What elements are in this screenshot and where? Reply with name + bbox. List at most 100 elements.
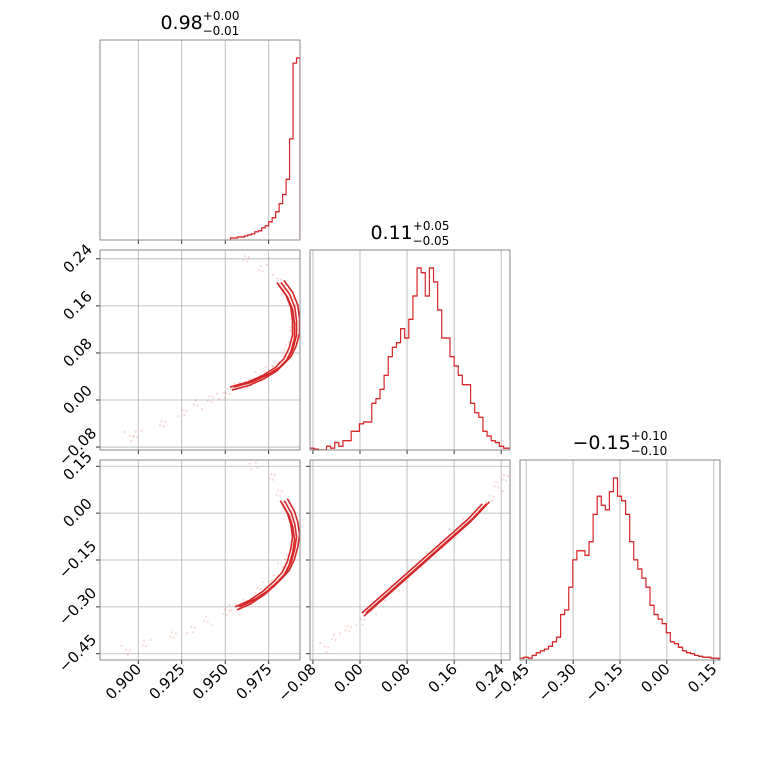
sample-point (405, 580, 408, 583)
histogram-step-line (520, 477, 720, 660)
panel-content (120, 461, 300, 657)
sample-point (230, 388, 233, 391)
y-tick-label: 0.16 (59, 287, 95, 323)
sample-point (250, 467, 253, 471)
sample-point (237, 381, 241, 384)
sample-point (259, 588, 263, 591)
sample-point (257, 269, 261, 272)
sample-point (206, 620, 209, 623)
sample-point (462, 517, 465, 520)
title-plus: +0.00 (203, 9, 240, 23)
sample-point (276, 277, 279, 280)
histogram-panel-0: 0.98+0.00 −0.01 (99, 9, 301, 244)
sample-point (504, 479, 508, 482)
sample-point (361, 623, 364, 626)
sample-point (128, 649, 131, 652)
sample-point (136, 435, 139, 439)
sample-point (501, 478, 504, 481)
sample-point (226, 387, 229, 390)
x-tick-label: 0.08 (378, 660, 414, 696)
sample-point (271, 364, 274, 368)
sample-point (375, 613, 378, 616)
sample-point (185, 409, 188, 412)
sample-point (270, 578, 274, 581)
sample-point (270, 473, 273, 476)
sample-point (484, 500, 487, 504)
title-median: −0.15 (572, 432, 630, 454)
panel-frame (519, 459, 721, 661)
sample-point (332, 633, 335, 636)
sample-point (174, 632, 177, 635)
sample-point (330, 637, 334, 641)
x-tick-label: 0.16 (425, 660, 461, 696)
sample-point (284, 344, 288, 347)
sample-point (177, 415, 180, 418)
panel-content (123, 255, 300, 443)
sample-point (338, 632, 342, 635)
sample-point (344, 629, 347, 632)
contour-line (363, 506, 486, 617)
sample-point (263, 370, 266, 373)
sample-point (261, 270, 264, 273)
sample-point (254, 591, 257, 594)
sample-point (448, 527, 451, 531)
sample-point (247, 255, 250, 259)
y-tick-label: 0.00 (59, 381, 95, 417)
sample-point (228, 392, 231, 396)
sample-point (233, 382, 236, 385)
sample-point (272, 574, 275, 577)
title-median: 0.98 (160, 12, 202, 34)
sample-point (497, 486, 500, 489)
contour-line (234, 500, 294, 608)
sample-point (256, 466, 259, 470)
sample-point (489, 494, 492, 497)
x-tick-label: −0.30 (535, 660, 580, 705)
sample-point (192, 631, 195, 634)
sample-point (224, 396, 227, 400)
sample-point (210, 400, 213, 403)
sample-point (397, 589, 400, 592)
param-title: 0.11+0.05 −0.05 (370, 219, 449, 248)
sample-point (319, 641, 322, 645)
sample-point (271, 273, 274, 277)
y-tick-label: 0.24 (59, 240, 95, 276)
sample-point (206, 399, 209, 402)
sample-point (501, 489, 504, 493)
param-title: 0.98+0.00 −0.01 (160, 9, 239, 38)
sample-point (141, 644, 144, 647)
sample-point (234, 603, 237, 606)
sample-point (346, 624, 349, 628)
sample-point (325, 650, 328, 654)
x-tick-label: 0.00 (637, 660, 673, 696)
sample-point (203, 619, 206, 623)
sample-point (228, 603, 231, 607)
panel-frame (309, 249, 511, 451)
sample-point (323, 645, 326, 648)
sample-point (140, 429, 143, 432)
x-tick-label: −0.15 (582, 660, 627, 705)
sample-point (144, 645, 148, 648)
contour-line (229, 281, 294, 388)
sample-point (271, 365, 275, 368)
sample-point (355, 624, 358, 627)
scatter-panel-0-2: −0.45−0.30−0.150.000.150.900 0.925 0.950 0.… (55, 448, 301, 703)
sample-point (282, 354, 285, 357)
sample-point (384, 599, 387, 602)
title-plus: +0.05 (413, 219, 450, 233)
sample-point (283, 558, 287, 561)
contour-line (236, 279, 300, 386)
sample-point (164, 420, 167, 423)
sample-point (132, 435, 135, 438)
sample-point (334, 638, 337, 642)
sample-point (289, 329, 292, 332)
sample-point (277, 562, 280, 565)
sample-point (242, 259, 245, 262)
scatter-panel-0-1: −0.080.000.080.160.24 (55, 240, 301, 469)
sample-point (433, 556, 437, 559)
sample-point (492, 495, 496, 498)
sample-point (211, 624, 214, 627)
sample-point (222, 391, 225, 394)
sample-point (491, 500, 494, 503)
sample-point (273, 360, 276, 364)
sample-point (160, 419, 163, 422)
